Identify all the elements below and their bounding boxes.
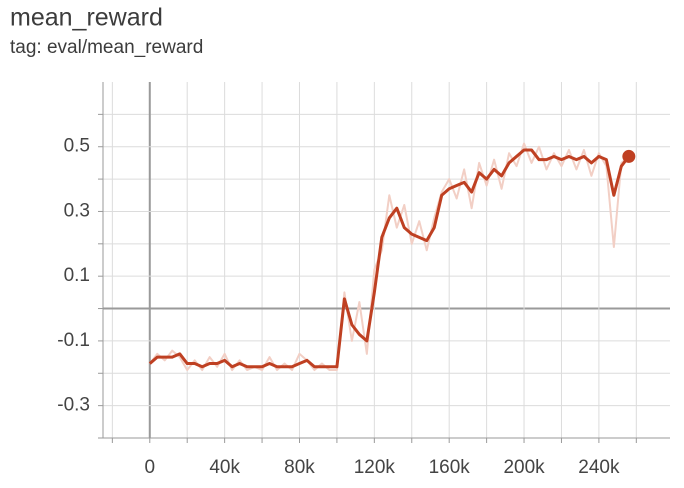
chart-subtitle: tag: eval/mean_reward	[10, 37, 203, 58]
x-tick-label: 120k	[354, 457, 396, 478]
x-tick-label: 160k	[429, 457, 471, 478]
chart-title: mean_reward	[10, 4, 163, 32]
x-tick-label: 240k	[578, 457, 620, 478]
series-line	[148, 142, 630, 372]
end-point	[622, 149, 636, 163]
y-tick-label: -0.1	[57, 330, 90, 351]
x-tick-label: 80k	[284, 457, 315, 478]
y-tick-label: 0.5	[64, 136, 90, 157]
series-line	[148, 148, 631, 369]
y-tick-label: 0.1	[64, 265, 90, 286]
x-tick-label: 0	[144, 457, 155, 478]
y-tick-label: -0.3	[57, 395, 90, 416]
x-tick-label: 200k	[503, 457, 545, 478]
y-tick-label: 0.3	[64, 200, 90, 221]
x-tick-label: 40k	[209, 457, 240, 478]
